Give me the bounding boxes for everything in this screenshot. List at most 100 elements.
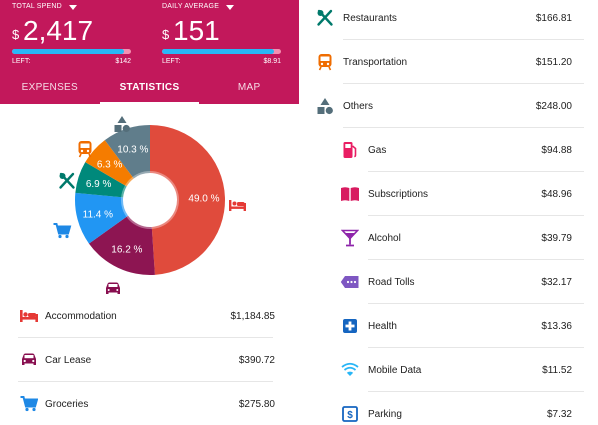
list-item-accommodation[interactable]: Accommodation $1,184.85 (0, 294, 299, 338)
chart-legend-shapes-icon (114, 116, 130, 133)
left-label: LEFT: (12, 58, 31, 65)
list-item-transportation[interactable]: Transportation $151.20 (299, 40, 598, 84)
gas-pump-icon (340, 140, 360, 160)
cart-icon (18, 393, 40, 415)
list-item-subscriptions[interactable]: Subscriptions $48.96 (299, 172, 598, 216)
chart-legend-bed-icon (229, 200, 246, 211)
divider (18, 381, 273, 382)
wifi-icon (340, 360, 360, 380)
divider (368, 347, 584, 348)
category-amount: $32.17 (541, 276, 572, 288)
category-amount: $151.20 (535, 56, 572, 68)
category-name: Mobile Data (368, 364, 422, 376)
list-item-gas[interactable]: Gas $94.88 (299, 128, 598, 172)
category-name: Accommodation (45, 310, 117, 322)
category-name: Restaurants (343, 12, 397, 24)
category-amount: $94.88 (541, 144, 572, 156)
dropdown-caret-icon[interactable] (68, 4, 77, 10)
daily-average-progress (162, 49, 281, 54)
donut-slice-transportation[interactable] (85, 140, 134, 187)
list-item-groceries[interactable]: Groceries $275.80 (0, 382, 299, 425)
divider (368, 303, 584, 304)
daily-average-label[interactable]: DAILY AVERAGE (162, 2, 288, 12)
list-item-health[interactable]: Health $13.36 (299, 304, 598, 348)
list-item-parking[interactable]: $ Parking $7.32 (299, 392, 598, 425)
total-spend-progress-fill (12, 49, 124, 54)
health-cross-icon (340, 316, 360, 336)
category-amount: $248.00 (535, 100, 572, 112)
chart-legend-car-icon (106, 282, 120, 294)
daily-average-value: 151 (173, 15, 220, 46)
list-item-alcohol[interactable]: Alcohol $39.79 (299, 216, 598, 260)
category-breakdown-panel: Restaurants $166.81 Transportation $151.… (299, 0, 598, 425)
list-item-restaurants[interactable]: Restaurants $166.81 (299, 0, 598, 40)
summary-header: TOTAL SPEND $ 2,417 LEFT: $142 DAILY AVE… (0, 0, 299, 104)
category-amount: $275.80 (238, 398, 275, 410)
left-label: LEFT: (162, 58, 181, 65)
total-left-value: $142 (115, 58, 131, 65)
category-name: Groceries (45, 398, 89, 410)
category-amount: $13.36 (541, 320, 572, 332)
donut-slice-car-lease[interactable] (88, 215, 155, 275)
list-item-road-tolls[interactable]: Road Tolls $32.17 (299, 260, 598, 304)
utensils-icon (315, 8, 335, 28)
category-amount: $7.32 (546, 408, 572, 420)
category-amount: $48.96 (541, 188, 572, 200)
tab-map[interactable]: MAP (237, 81, 261, 93)
tab-statistics[interactable]: STATISTICS (99, 70, 200, 104)
category-name: Subscriptions (368, 188, 429, 200)
toll-tag-icon (340, 272, 360, 292)
donut-slice-others[interactable] (104, 125, 150, 179)
car-icon (18, 349, 40, 371)
daily-average-metric[interactable]: DAILY AVERAGE $ 151 LEFT: $8.91 (162, 0, 288, 65)
tab-expenses[interactable]: EXPENSES (21, 81, 78, 93)
category-name: Car Lease (45, 354, 92, 366)
dropdown-caret-icon[interactable] (226, 4, 235, 10)
slice-percent-label: 10.3 % (117, 144, 148, 155)
bed-icon (18, 305, 40, 327)
donut-slice-accommodation[interactable] (150, 125, 226, 275)
donut-hole (126, 176, 174, 224)
donut-slice-restaurants[interactable] (75, 162, 127, 198)
cocktail-icon (340, 228, 360, 248)
divider (368, 259, 584, 260)
category-name: Road Tolls (368, 276, 415, 288)
category-name: Parking (368, 408, 402, 420)
shapes-icon (315, 96, 335, 116)
svg-text:$: $ (347, 410, 353, 421)
slice-percent-label: 49.0 % (188, 194, 219, 205)
parking-icon: $ (340, 404, 360, 424)
donut-slice-groceries[interactable] (75, 192, 129, 244)
chart-legend-train-icon (78, 141, 92, 158)
category-list: Accommodation $1,184.85 Car Lease $390.7… (0, 294, 299, 425)
train-icon (315, 52, 335, 72)
total-spend-value: 2,417 (23, 15, 94, 46)
category-donut-chart: 49.0 % 16.2 % 11.4 % 6.9 % 6.3 % 10.3 % (0, 104, 299, 294)
list-item-others[interactable]: Others $248.00 (299, 84, 598, 128)
list-item-mobile-data[interactable]: Mobile Data $11.52 (299, 348, 598, 392)
category-amount: $39.79 (541, 232, 572, 244)
total-spend-metric[interactable]: TOTAL SPEND $ 2,417 LEFT: $142 (12, 0, 138, 65)
divider (368, 215, 584, 216)
divider (368, 171, 584, 172)
category-amount: $390.72 (238, 354, 275, 366)
currency-symbol: $ (162, 27, 170, 42)
slice-percent-label: 6.9 % (86, 179, 112, 190)
slice-percent-label: 16.2 % (111, 244, 142, 255)
category-name: Others (343, 100, 374, 112)
list-item-car-lease[interactable]: Car Lease $390.72 (0, 338, 299, 382)
book-icon (340, 184, 360, 204)
divider (368, 391, 584, 392)
daily-average-progress-fill (162, 49, 274, 54)
currency-symbol: $ (12, 27, 20, 42)
divider (343, 39, 584, 40)
divider (18, 337, 273, 338)
total-spend-label[interactable]: TOTAL SPEND (12, 2, 138, 12)
category-name: Health (368, 320, 397, 332)
slice-percent-label: 6.3 % (97, 160, 123, 171)
category-amount: $1,184.85 (230, 310, 276, 322)
divider (343, 83, 584, 84)
category-name: Alcohol (368, 232, 401, 244)
divider (343, 127, 584, 128)
category-name: Transportation (343, 56, 408, 68)
